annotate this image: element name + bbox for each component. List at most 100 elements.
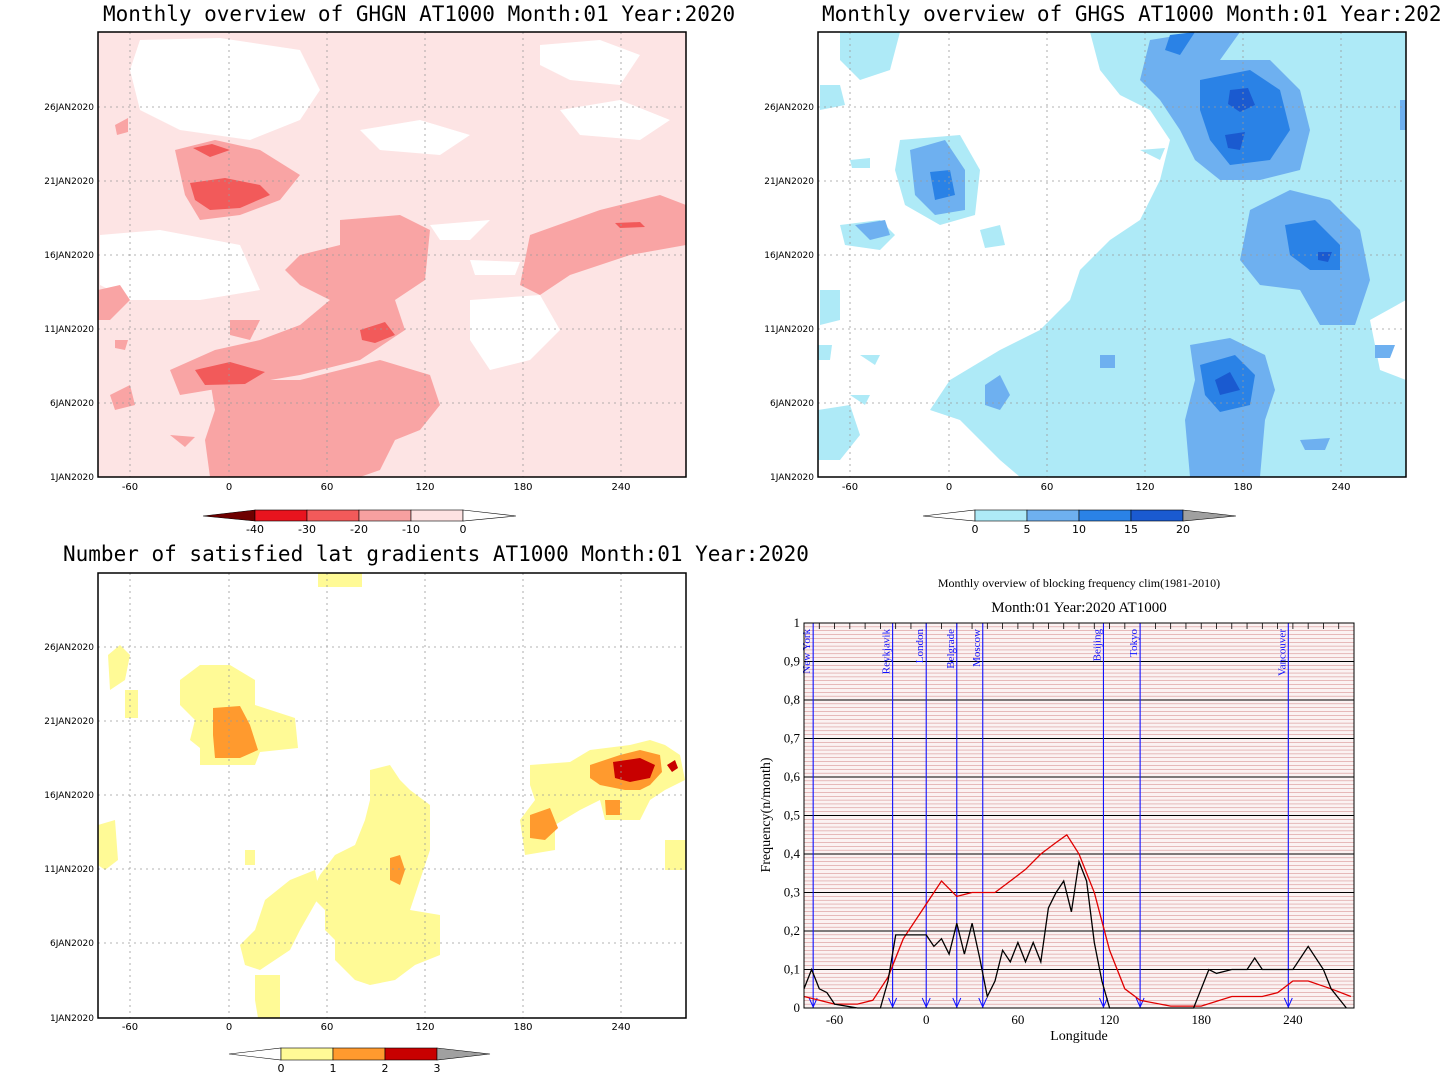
x-tick-label: 60 [321, 482, 334, 493]
latgrad-x-ticks: -60 0 60 120 180 240 [122, 1022, 631, 1033]
ghgn-frame [97, 31, 687, 478]
city-label: New York [801, 629, 813, 674]
blocking-frame [803, 622, 1355, 1009]
city-arrow-icon [1098, 997, 1108, 1009]
colorbar-label: 10 [1072, 523, 1086, 536]
latgrad-y-ticks: 1JAN2020 6JAN2020 11JAN2020 16JAN2020 21… [44, 643, 94, 1024]
x-tick-label: 60 [321, 1022, 334, 1033]
y-tick-label: 21JAN2020 [44, 177, 94, 187]
x-tick-label: 120 [1100, 1012, 1120, 1027]
ghgs-plot: 1JAN2020 6JAN2020 11JAN2020 16JAN2020 21… [764, 31, 1407, 536]
x-tick-label: 180 [513, 482, 532, 493]
colorbar-label: 5 [1024, 523, 1031, 536]
x-tick-label: -60 [122, 1022, 138, 1033]
y-tick-label: 16JAN2020 [44, 791, 94, 801]
x-tick-label: 180 [513, 1022, 532, 1033]
blocking-ylabel: Frequency(n/month) [759, 757, 774, 872]
city-arrow-icon [921, 997, 931, 1009]
y-tick-label: 11JAN2020 [44, 325, 94, 335]
x-tick-label: -60 [122, 482, 138, 493]
y-tick-label: 26JAN2020 [44, 643, 94, 653]
y-tick-label: 16JAN2020 [764, 251, 814, 261]
series-line [803, 833, 1352, 1007]
ghgs-field [818, 32, 1406, 477]
colorbar-label: 0 [972, 523, 979, 536]
y-tick-label: 0,4 [784, 846, 801, 861]
colorbar-label: -10 [402, 523, 420, 536]
ghgs-grid [818, 32, 1406, 477]
series-line [803, 859, 1347, 1009]
city-label: London [914, 629, 926, 664]
ghgs-colorbar: 0 5 10 15 20 [922, 509, 1237, 536]
y-tick-label: 0 [794, 1000, 801, 1015]
colorbar-label: 0 [278, 1062, 285, 1075]
y-tick-label: 1JAN2020 [770, 473, 814, 483]
y-tick-label: 1 [794, 615, 801, 630]
y-tick-label: 0,1 [784, 962, 800, 977]
y-tick-label: 6JAN2020 [50, 939, 94, 949]
y-tick-label: 0,8 [784, 692, 800, 707]
latgrad-grid [98, 573, 686, 1018]
colorbar-label: 3 [434, 1062, 441, 1075]
x-tick-label: 240 [611, 1022, 630, 1033]
city-label: Beijing [1091, 629, 1103, 662]
blocking-xlabel: Longitude [1050, 1029, 1108, 1044]
y-tick-label: 21JAN2020 [44, 717, 94, 727]
x-tick-label: 240 [1331, 482, 1350, 493]
x-tick-label: 180 [1191, 1012, 1211, 1027]
x-tick-label: 0 [923, 1012, 930, 1027]
y-tick-label: 21JAN2020 [764, 177, 814, 187]
x-tick-label: 180 [1233, 482, 1252, 493]
x-tick-label: -60 [826, 1012, 843, 1027]
ghgn-title: Monthly overview of GHGN AT1000 Month:01… [103, 2, 736, 26]
city-label: Tokyo [1128, 629, 1140, 657]
ghgs-frame [817, 31, 1407, 478]
x-tick-label: 0 [946, 482, 952, 493]
colorbar-label: -30 [298, 523, 316, 536]
ghgn-plot: 1JAN2020 6JAN2020 11JAN2020 16JAN2020 21… [44, 31, 687, 536]
y-tick-label: 26JAN2020 [764, 103, 814, 113]
latgrad-field [98, 573, 686, 1018]
blocking-plot: Monthly overview of blocking frequency c… [759, 576, 1355, 1044]
y-tick-label: 6JAN2020 [770, 399, 814, 409]
ghgn-x-ticks: -60 0 60 120 180 240 [122, 482, 631, 493]
x-tick-label: 120 [415, 482, 434, 493]
y-tick-label: 0,7 [784, 731, 801, 746]
ghgs-title: Monthly overview of GHGS AT1000 Month:01… [822, 2, 1440, 26]
x-tick-label: 240 [1283, 1012, 1303, 1027]
y-tick-label: 0,5 [784, 808, 800, 823]
blocking-y-ticks: 0 0,1 0,2 0,3 0,4 0,5 0,6 0,7 0,8 0,9 1 [784, 615, 801, 1015]
city-label: Moscow [971, 629, 983, 667]
city-arrow-icon [808, 997, 818, 1009]
city-label: Reykjavik [881, 629, 893, 675]
latgrad-frame [97, 572, 687, 1019]
colorbar-label: 1 [330, 1062, 337, 1075]
x-tick-label: 60 [1011, 1012, 1024, 1027]
x-tick-label: 120 [415, 1022, 434, 1033]
city-label: Belgrade [945, 629, 957, 669]
y-tick-label: 0,6 [784, 769, 801, 784]
y-tick-label: 11JAN2020 [44, 865, 94, 875]
blocking-subtitle: Month:01 Year:2020 AT1000 [991, 600, 1166, 616]
latgrad-plot: 1JAN2020 6JAN2020 11JAN2020 16JAN2020 21… [44, 572, 687, 1075]
y-tick-label: 0,2 [784, 923, 800, 938]
ghgn-field [98, 32, 686, 477]
colorbar-label: 2 [382, 1062, 389, 1075]
city-arrow-icon [1283, 997, 1293, 1009]
x-tick-label: 0 [226, 482, 232, 493]
city-arrow-icon [888, 997, 898, 1009]
city-label: Vancouver [1276, 629, 1288, 676]
ghgs-y-ticks: 1JAN2020 6JAN2020 11JAN2020 16JAN2020 21… [764, 103, 814, 483]
y-tick-label: 11JAN2020 [764, 325, 814, 335]
y-tick-label: 16JAN2020 [44, 251, 94, 261]
colorbar-label: -20 [350, 523, 368, 536]
x-tick-label: 0 [226, 1022, 232, 1033]
ghgn-colorbar: -40 -30 -20 -10 0 [202, 509, 517, 536]
y-tick-label: 6JAN2020 [50, 399, 94, 409]
latgrad-colorbar: 0 1 2 3 [228, 1047, 491, 1075]
blocking-title: Monthly overview of blocking frequency c… [938, 576, 1220, 590]
latgrad-title: Number of satisfied lat gradients AT1000… [63, 542, 809, 566]
colorbar-label: 0 [460, 523, 467, 536]
colorbar-label: 15 [1124, 523, 1138, 536]
